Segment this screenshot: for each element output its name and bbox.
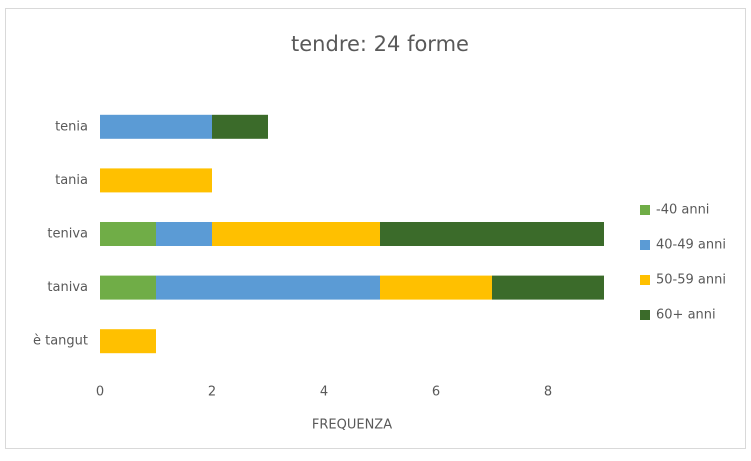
bar-segment: [492, 275, 604, 300]
legend-swatch: [640, 205, 650, 215]
x-tick-label: 8: [544, 385, 552, 400]
bar-segment: [380, 275, 492, 300]
legend-swatch: [640, 275, 650, 285]
bar-segment: [156, 222, 212, 246]
bar-segment: [100, 329, 156, 354]
bar-segment: [100, 114, 212, 139]
legend-label: 50-59 anni: [656, 273, 726, 288]
x-tick-label: 4: [320, 385, 328, 400]
y-tick-label: teniva: [47, 227, 88, 242]
legend-swatch: [640, 240, 650, 250]
y-tick-label: tania: [55, 173, 88, 188]
y-tick-label: è tangut: [33, 334, 88, 349]
x-axis-label: FREQUENZA: [312, 418, 392, 433]
y-tick-label: tenia: [55, 119, 88, 134]
bar-segment: [156, 275, 380, 300]
bar-segment: [380, 222, 604, 246]
bar-segment: [212, 114, 268, 139]
legend-swatch: [640, 310, 650, 320]
y-tick-label: taniva: [47, 280, 88, 295]
x-tick-label: 6: [432, 385, 440, 400]
bar-segment: [100, 275, 156, 300]
bar-segment: [100, 222, 156, 246]
x-tick-label: 0: [96, 385, 104, 400]
bar-segment: [100, 168, 212, 193]
bar-segment: [212, 222, 380, 246]
legend-label: 40-49 anni: [656, 238, 726, 253]
legend-label: -40 anni: [656, 203, 709, 218]
legend-label: 60+ anni: [656, 308, 716, 323]
x-tick-label: 2: [208, 385, 216, 400]
chart-title: tendre: 24 forme: [291, 32, 469, 56]
